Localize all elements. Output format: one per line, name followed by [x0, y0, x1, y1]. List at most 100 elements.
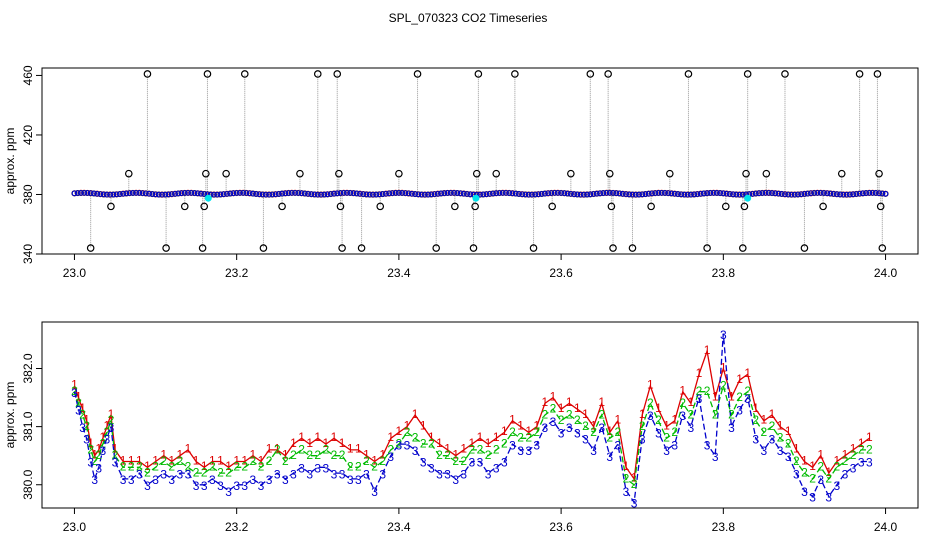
series-3-point: [162, 191, 169, 198]
series-3-point: [269, 191, 276, 198]
series-3-point: [756, 190, 762, 197]
series-3-point: [668, 190, 675, 197]
series-3-point: [548, 190, 555, 196]
series-3-point: [383, 190, 389, 197]
series-1-point: 1: [712, 389, 719, 403]
series-2-point: 2: [258, 460, 265, 474]
series-1-point: 1: [274, 442, 281, 456]
series-3-point: 3: [201, 479, 208, 493]
series-2-point: 2: [339, 448, 346, 462]
series-3-point: [662, 190, 668, 196]
series-3-point: [516, 191, 522, 197]
series-3-point: [421, 191, 428, 198]
series-3-point: 3: [517, 444, 524, 458]
series-2-point: 2: [177, 454, 184, 468]
p2-y-tick-label: 380.0: [21, 469, 35, 499]
series-1-point: 1: [679, 384, 686, 398]
series-1-point: 1: [152, 453, 159, 467]
series-3-point: [120, 190, 127, 197]
series-3-point: 3: [825, 491, 832, 505]
series-2-point: 2: [647, 396, 654, 410]
spike-point: [800, 244, 809, 252]
series-2-point: 2: [144, 466, 151, 480]
series-3-point: 3: [606, 450, 613, 464]
series-3-point: [554, 189, 561, 196]
series-3-point: 3: [290, 467, 297, 481]
series-3-point: 3: [274, 467, 281, 481]
series-3-point: 3: [866, 456, 873, 470]
series-2-point: 2: [485, 448, 492, 462]
series-2-point: 2: [355, 460, 362, 474]
series-1-point: 1: [615, 413, 622, 427]
series-1-point: 1: [834, 453, 841, 467]
series-2-point: 2: [217, 466, 224, 480]
spike-point: [474, 70, 483, 78]
series-3-point: [782, 191, 788, 198]
series-3-point: [483, 191, 490, 198]
series-3-point: [713, 189, 720, 196]
series-3-point: 3: [404, 438, 411, 452]
series-3-point: [370, 191, 376, 198]
p1-x-tick-label: 23.2: [225, 266, 249, 280]
spike-point: [336, 202, 345, 211]
spike-point: [878, 244, 887, 252]
series-3-point: [146, 190, 152, 197]
series-2-point: 2: [314, 448, 321, 462]
series-1-point: 1: [209, 453, 216, 467]
p2-plot-frame: [41, 321, 919, 509]
series-3-point: 3: [834, 479, 841, 493]
series-3-point: [778, 191, 785, 197]
series-3-point: 3: [777, 444, 784, 458]
series-2-point: 2: [777, 431, 784, 445]
series-3-point: 3: [793, 467, 800, 481]
series-3-point: [74, 190, 81, 196]
series-2-point: 2: [290, 448, 297, 462]
series-1-point: 1: [120, 453, 127, 467]
series-3-point: [642, 191, 649, 197]
series-3-point: [700, 190, 707, 197]
series-3-point: 3: [339, 467, 346, 481]
series-3-point: 3: [331, 467, 338, 481]
series-1-point: 1: [542, 395, 549, 409]
series-1-point: 1: [525, 424, 532, 438]
series-1-point: 1: [87, 436, 94, 450]
series-1-point: 1: [428, 430, 435, 444]
series-2-point: 2: [209, 460, 216, 474]
spike-point: [647, 202, 655, 211]
chart-title: SPL_070323 CO2 Timeseries: [389, 11, 548, 25]
series-2-point: 2: [639, 419, 646, 433]
series-2-point: 2: [428, 436, 435, 450]
series-3-point: 3: [452, 473, 459, 487]
series-3-point: [639, 191, 646, 198]
series-1-point: 1: [501, 424, 508, 438]
series-3-point: [506, 190, 513, 196]
series-3-point: [431, 191, 438, 198]
series-1-point: 1: [144, 459, 151, 473]
series-3-point: [233, 190, 240, 196]
series-2-point: 2: [501, 436, 508, 450]
series-3-point: [389, 190, 396, 196]
series-1-point: 1: [258, 453, 265, 467]
series-2-point: 2: [371, 460, 378, 474]
series-2-point: 2: [379, 454, 386, 468]
series-2-point: 2: [108, 413, 115, 427]
series-1-point: 1: [744, 366, 751, 380]
series-3-point: 3: [720, 328, 727, 342]
series-3-point: [87, 190, 94, 197]
series-3-point: [399, 190, 406, 196]
spike-point: [376, 202, 385, 211]
series-3-point: 3: [469, 456, 476, 470]
series-3-point: [876, 190, 882, 197]
spike-point: [609, 244, 617, 252]
series-2-point: 2: [412, 431, 419, 445]
series-3-point: [288, 189, 295, 196]
series-3-point: [344, 189, 350, 196]
series-2-line: [73, 383, 870, 486]
series-3-point: 3: [112, 456, 119, 470]
series-3-point: [843, 191, 850, 198]
series-3-point: 3: [850, 462, 857, 476]
series-3-point: 3: [647, 409, 654, 423]
p2-x-tick-label: 23.0: [63, 520, 87, 534]
series-3-point: [152, 191, 159, 198]
series-2-point: 2: [671, 425, 678, 439]
